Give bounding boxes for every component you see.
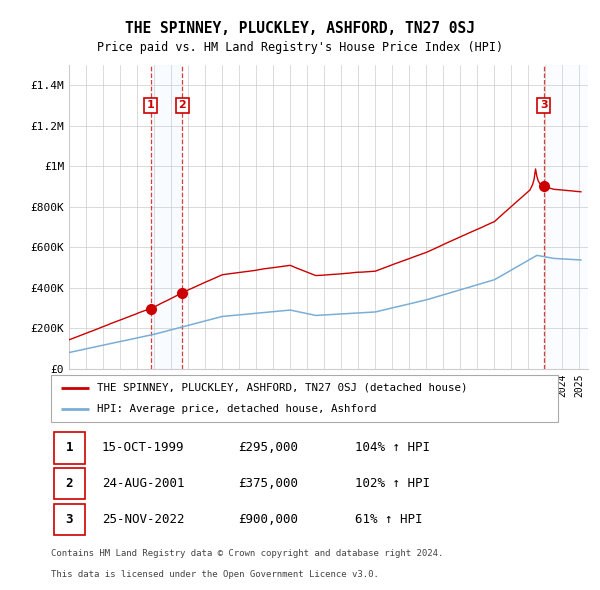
Text: 3: 3	[540, 100, 548, 110]
FancyBboxPatch shape	[53, 468, 85, 500]
Text: £900,000: £900,000	[239, 513, 299, 526]
Text: 24-AUG-2001: 24-AUG-2001	[102, 477, 184, 490]
Text: 104% ↑ HPI: 104% ↑ HPI	[355, 441, 430, 454]
Text: Contains HM Land Registry data © Crown copyright and database right 2024.: Contains HM Land Registry data © Crown c…	[51, 549, 443, 558]
Text: 15-OCT-1999: 15-OCT-1999	[102, 441, 184, 454]
Text: This data is licensed under the Open Government Licence v3.0.: This data is licensed under the Open Gov…	[51, 571, 379, 579]
Text: 25-NOV-2022: 25-NOV-2022	[102, 513, 184, 526]
Bar	[151, 65, 182, 369]
Text: 102% ↑ HPI: 102% ↑ HPI	[355, 477, 430, 490]
Bar	[544, 65, 588, 369]
Text: 1: 1	[146, 100, 154, 110]
FancyBboxPatch shape	[53, 432, 85, 464]
Text: Price paid vs. HM Land Registry's House Price Index (HPI): Price paid vs. HM Land Registry's House …	[97, 41, 503, 54]
Text: 2: 2	[65, 477, 73, 490]
FancyBboxPatch shape	[53, 504, 85, 535]
Text: 61% ↑ HPI: 61% ↑ HPI	[355, 513, 422, 526]
Text: HPI: Average price, detached house, Ashford: HPI: Average price, detached house, Ashf…	[97, 404, 376, 414]
Text: THE SPINNEY, PLUCKLEY, ASHFORD, TN27 0SJ (detached house): THE SPINNEY, PLUCKLEY, ASHFORD, TN27 0SJ…	[97, 383, 467, 393]
FancyBboxPatch shape	[51, 375, 558, 422]
Text: 3: 3	[65, 513, 73, 526]
Text: 1: 1	[65, 441, 73, 454]
Text: £375,000: £375,000	[239, 477, 299, 490]
Text: £295,000: £295,000	[239, 441, 299, 454]
Text: 2: 2	[178, 100, 186, 110]
Text: THE SPINNEY, PLUCKLEY, ASHFORD, TN27 0SJ: THE SPINNEY, PLUCKLEY, ASHFORD, TN27 0SJ	[125, 21, 475, 35]
